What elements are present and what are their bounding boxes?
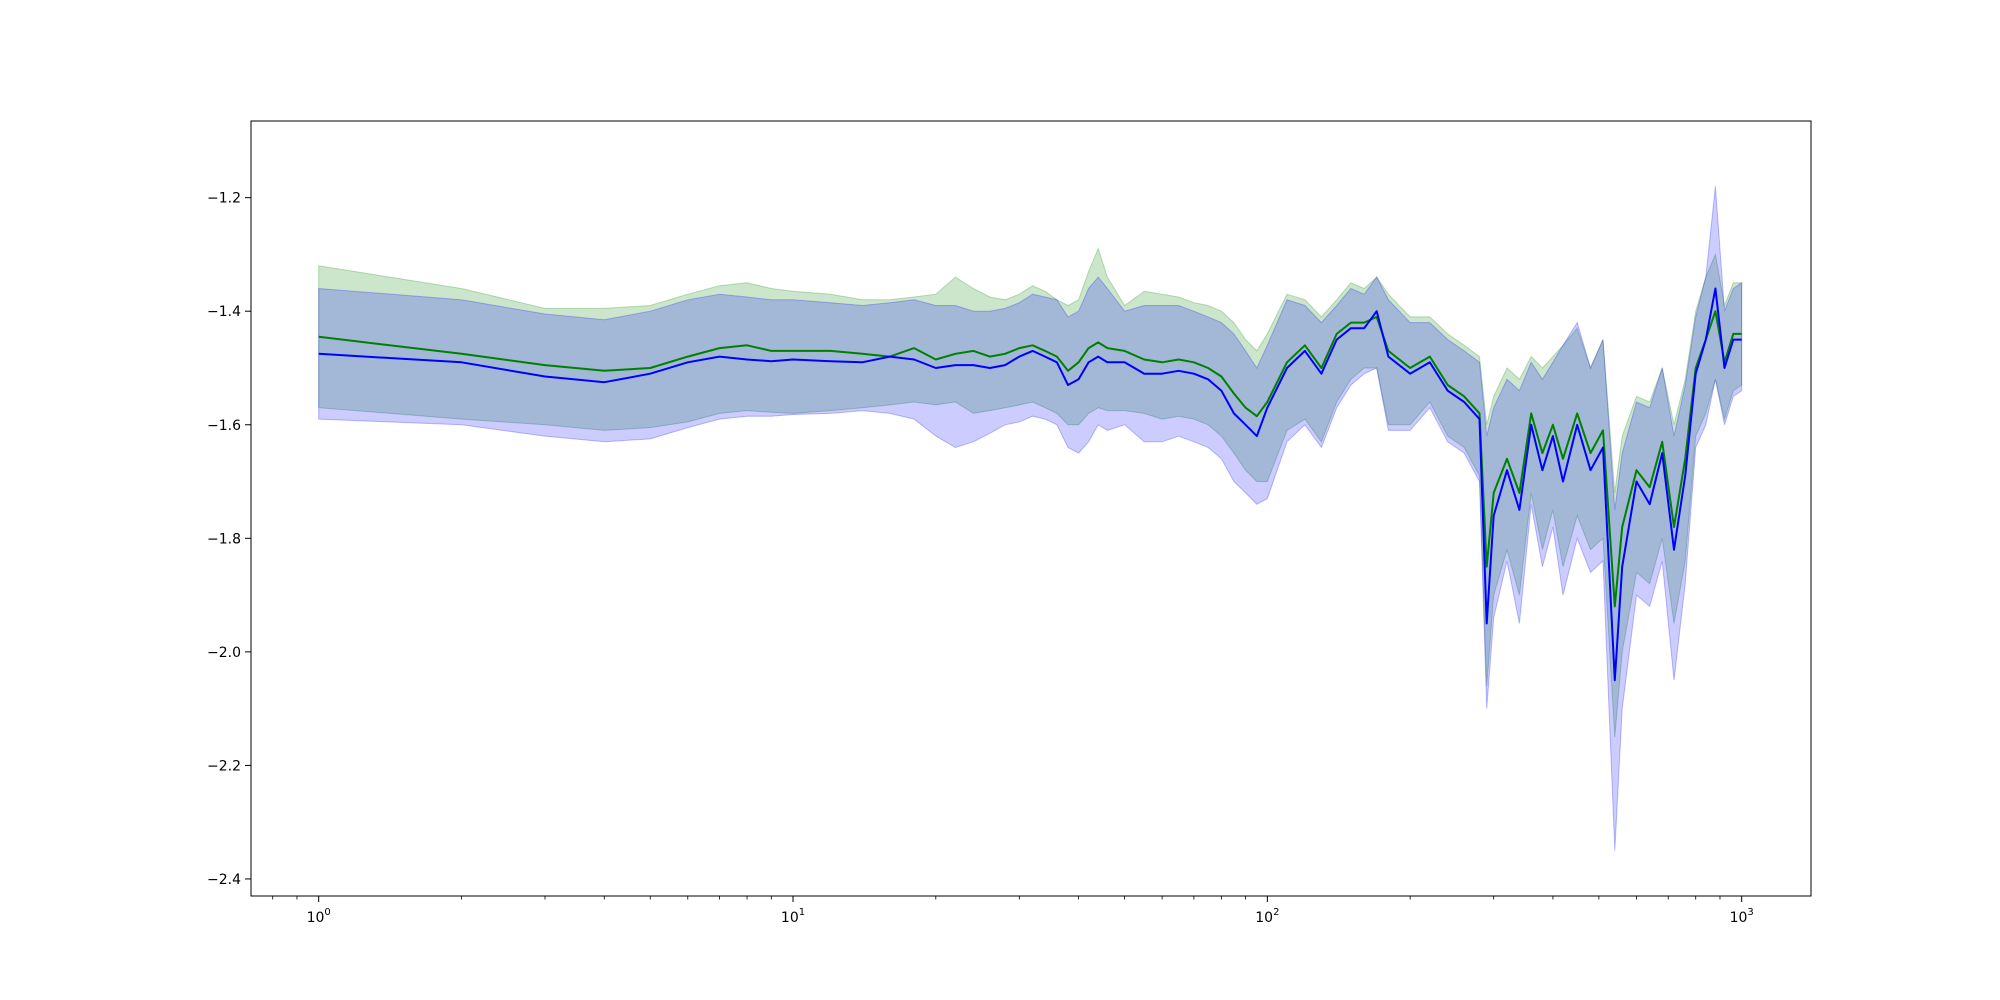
axes-frame (250, 120, 1812, 897)
confidence-bands (318, 186, 1743, 851)
series-line-1 (318, 310, 1742, 608)
y-axis: −1.2 −1.4 −1.6 −1.8 −2.0 −2.2 −2.4 (207, 191, 251, 888)
x-tick-label: 102 (1255, 907, 1279, 926)
y-tick-label: −1.8 (207, 531, 241, 547)
y-tick-label: −2.2 (207, 758, 241, 774)
y-tick-label: −1.6 (207, 418, 241, 434)
x-axis: 100 101 102 103 (272, 896, 1754, 926)
x-tick-label: 100 (307, 907, 331, 926)
series-lines (318, 287, 1742, 682)
x-tick-label: 101 (781, 907, 805, 926)
x-tick-label: 103 (1730, 907, 1754, 926)
confidence-band-2 (318, 186, 1743, 851)
y-tick-label: −2.4 (207, 872, 241, 888)
confidence-band-1 (318, 247, 1743, 738)
y-tick-label: −1.2 (207, 191, 241, 207)
series-line-2 (318, 287, 1742, 682)
y-tick-label: −2.0 (207, 645, 241, 661)
y-tick-label: −1.4 (207, 304, 241, 320)
